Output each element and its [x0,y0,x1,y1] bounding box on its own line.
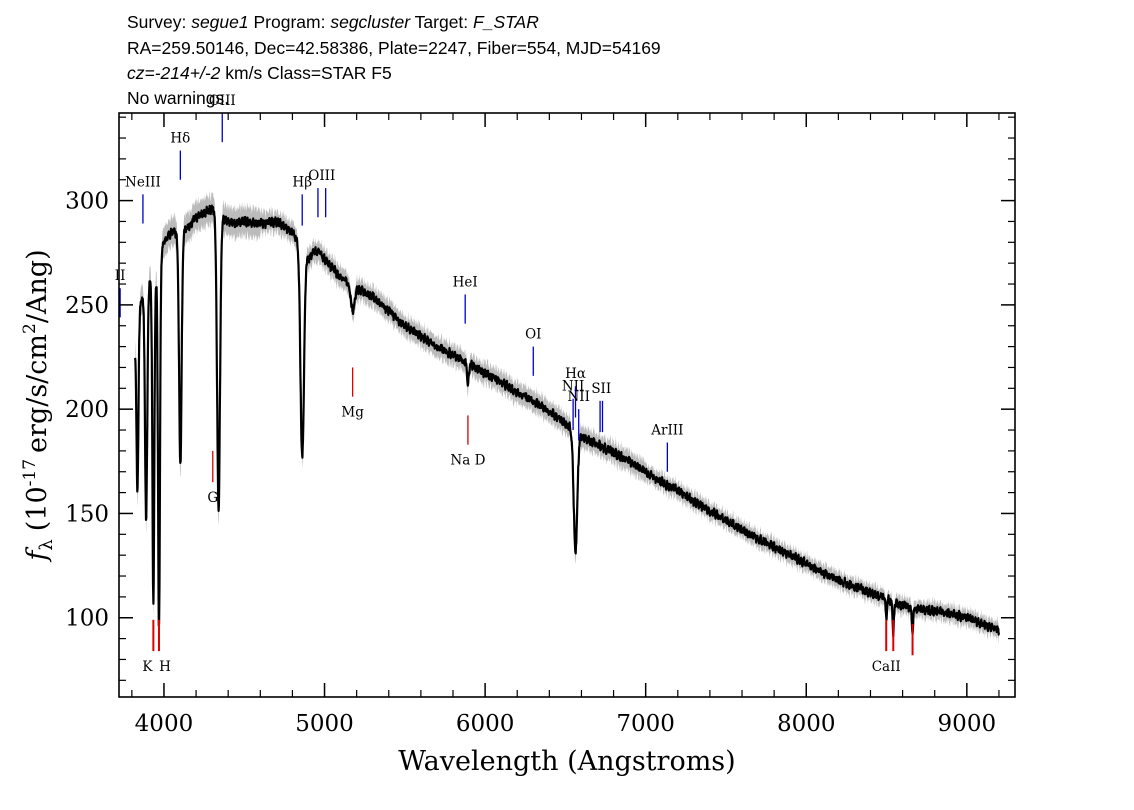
absorption-line-label: H [159,659,171,675]
spectrum-layer [134,204,1000,638]
y-tick-label: 200 [65,397,109,423]
emission-line-label: NII [562,379,584,395]
absorption-line-label: Na D [450,453,485,469]
y-axis-title: fλ (10-17 erg/s/cm2/Ang) [20,249,57,562]
emission-line-label: SII [591,381,611,397]
emission-line-label: II [115,268,126,284]
x-tick-label: 5000 [295,711,354,737]
absorption-line-label: Mg [341,405,364,421]
header-line-2: RA=259.50146, Dec=42.58386, Plate=2247, … [127,38,661,58]
error-band [135,190,999,646]
emission-line-label: Hβ [292,174,312,190]
survey-label: Survey: [127,12,187,32]
emission-line-label: Hα [565,366,586,382]
header-line-1: Survey: segue1 Program: segcluster Targe… [127,12,539,33]
emission-line-label: OIII [308,168,335,184]
axes-layer: 4000 5000 6000 7000 8000 9000 100 150 200 250 300 [65,113,1015,737]
y-title-sub: λ [36,539,57,550]
program-label: Program: [253,12,326,32]
y-title-open: (10 [22,486,53,531]
header-warnings: No warnings. [127,88,230,108]
emission-line-label: HeI [453,274,478,290]
emission-line-label: NeIII [125,174,161,190]
emission-line-label: Hδ [170,131,190,147]
y-tick-label: 250 [65,293,109,319]
x-axis-title: Wavelength (Angstroms) [398,746,735,777]
y-title-exp2: 2 [20,323,40,334]
x-tick-label: 6000 [456,711,515,737]
header-line-3: cz=-214+/-2 km/s Class=STAR F5 [127,63,392,84]
emission-line-label: NII [567,389,589,405]
emission-line-label: ArIII [650,423,683,439]
x-tick-label: 4000 [135,711,194,737]
cz-label: cz= [127,63,155,83]
emission-line-label: OI [525,327,541,343]
absorption-line-label: K [142,659,153,675]
y-title-exp: -17 [20,459,40,486]
y-tick-label: 100 [65,606,109,632]
line-markers-layer: NeIIIHδOIIIHβOIIIHeIOINIIHαNIISIIArIIIII… [115,93,914,675]
y-title-units: erg/s/cm [22,334,53,453]
x-tick-label: 7000 [616,711,675,737]
absorption-line-label: G [207,490,218,506]
y-tick-label: 150 [65,501,109,527]
plot-frame [118,112,1016,698]
spectrum-line [134,204,1000,638]
x-tick-label: 8000 [777,711,836,737]
program-value: segcluster [330,12,411,32]
cz-value: -214+/-2 [154,63,221,83]
survey-value: segue1 [191,12,249,32]
cz-units-class: km/s Class=STAR F5 [225,63,392,83]
y-title-f: f [22,547,53,563]
error-band-layer [135,190,999,646]
y-title-end: /Ang) [22,249,53,323]
target-label: Target: [414,12,469,32]
x-tick-label: 9000 [938,711,997,737]
emission-line-label: OIII [209,93,236,109]
absorption-line-label: CaII [872,659,901,675]
target-value: F_STAR [473,12,539,32]
y-tick-label: 300 [65,189,109,215]
